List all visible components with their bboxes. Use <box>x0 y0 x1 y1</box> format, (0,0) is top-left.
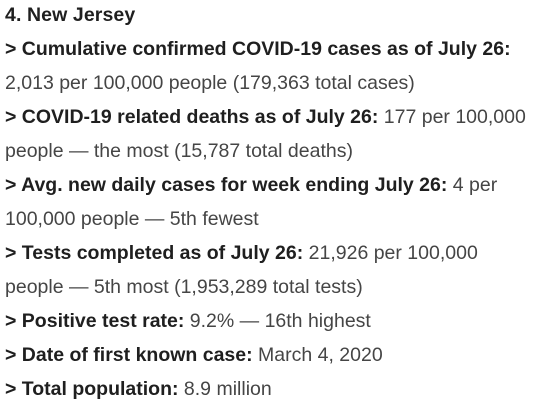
stat-tests-completed: > Tests completed as of July 26: 21,926 … <box>5 236 535 304</box>
stat-value: 177 per 100,000 people — the most (15,78… <box>5 106 526 162</box>
stat-value: 21,926 per 100,000 people — 5th most (1,… <box>5 242 478 298</box>
stat-positive-rate: > Positive test rate: 9.2% — 16th highes… <box>5 304 535 338</box>
stat-cumulative-cases: > Cumulative confirmed COVID-19 cases as… <box>5 32 535 100</box>
stat-deaths: > COVID-19 related deaths as of July 26:… <box>5 100 535 168</box>
stat-value: March 4, 2020 <box>258 344 383 366</box>
state-stats-document: 4. New Jersey > Cumulative confirmed COV… <box>5 0 535 406</box>
state-heading: 4. New Jersey <box>5 4 136 26</box>
stat-population: > Total population: 8.9 million <box>5 372 535 406</box>
stat-label: > Positive test rate: <box>5 310 185 332</box>
stat-label: > COVID-19 related deaths as of July 26: <box>5 106 379 128</box>
stat-value: 9.2% — 16th highest <box>189 310 371 332</box>
stat-first-case: > Date of first known case: March 4, 202… <box>5 338 535 372</box>
stat-value: 2,013 per 100,000 people (179,363 total … <box>5 72 415 94</box>
stat-daily-cases: > Avg. new daily cases for week ending J… <box>5 168 535 236</box>
stat-value: 8.9 million <box>183 378 272 400</box>
stat-value: 4 per 100,000 people — 5th fewest <box>5 174 498 230</box>
stat-label: > Tests completed as of July 26: <box>5 242 304 264</box>
stat-label: > Cumulative confirmed COVID-19 cases as… <box>5 38 511 60</box>
stat-label: > Avg. new daily cases for week ending J… <box>5 174 448 196</box>
stat-label: > Date of first known case: <box>5 344 253 366</box>
stat-label: > Total population: <box>5 378 179 400</box>
